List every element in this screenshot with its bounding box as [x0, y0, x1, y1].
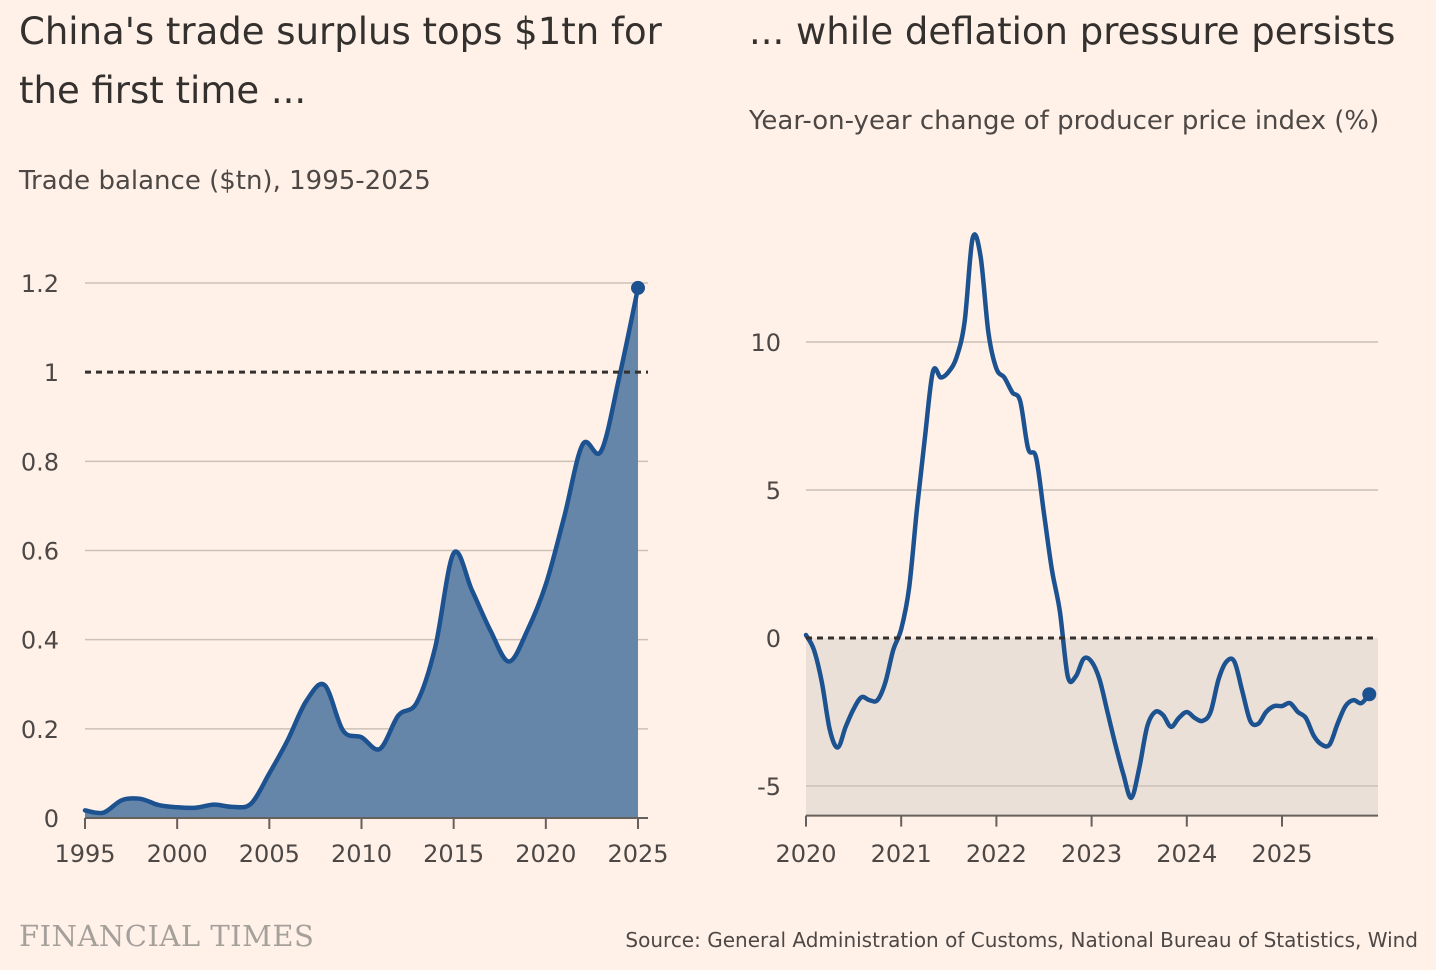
y-tick-label: 0 — [766, 625, 781, 653]
y-tick-label: 5 — [766, 477, 781, 505]
x-tick-label: 2023 — [1061, 840, 1122, 868]
x-tick-label: 2010 — [331, 840, 392, 868]
x-tick-label: 2020 — [515, 840, 576, 868]
y-tick-label: -5 — [757, 773, 781, 801]
source-note: Source: General Administration of Custom… — [625, 928, 1418, 952]
x-tick-label: 2021 — [871, 840, 932, 868]
y-tick-label: 1.2 — [21, 270, 59, 298]
y-tick-label: 10 — [750, 329, 781, 357]
y-tick-label: 0.2 — [21, 716, 59, 744]
ppi-line — [803, 232, 1372, 801]
x-tick-label: 2005 — [239, 840, 300, 868]
y-tick-label: 0.8 — [21, 448, 59, 476]
ppi-chart: -5 0 5 10 2020 2021 2022 2023 2024 2025 — [750, 232, 1378, 868]
trade-balance-chart: 0 0.2 0.4 0.6 0.8 1 1.2 1995 2000 2005 2010 2015 202… — [21, 270, 669, 868]
x-tick-label: 2022 — [966, 840, 1027, 868]
x-tick-label: 2015 — [423, 840, 484, 868]
x-tick-label: 1995 — [54, 840, 115, 868]
y-tick-label: 0.6 — [21, 538, 59, 566]
x-tick-label: 2025 — [607, 840, 668, 868]
x-tick-label: 2020 — [775, 840, 836, 868]
left-chart-subtitle: Trade balance ($tn), 1995-2025 — [19, 166, 431, 196]
y-tick-label: 0 — [44, 805, 59, 833]
last-value-marker — [631, 280, 645, 295]
trade-balance-line — [82, 285, 641, 816]
right-chart-title: ... while deflation pressure persists — [749, 10, 1396, 53]
last-value-marker — [1362, 687, 1377, 702]
y-tick-label: 1 — [44, 359, 59, 387]
financial-times-logo: FINANCIAL TIMES — [19, 919, 315, 953]
trade-balance-area — [85, 287, 638, 818]
x-tick-label: 2025 — [1251, 840, 1312, 868]
y-tick-label: 0.4 — [21, 627, 59, 655]
right-chart-subtitle: Year-on-year change of producer price in… — [749, 106, 1380, 136]
x-tick-label: 2024 — [1156, 840, 1217, 868]
left-chart-title: China's trade surplus tops $1tn for the … — [19, 10, 662, 112]
x-tick-label: 2000 — [147, 840, 208, 868]
